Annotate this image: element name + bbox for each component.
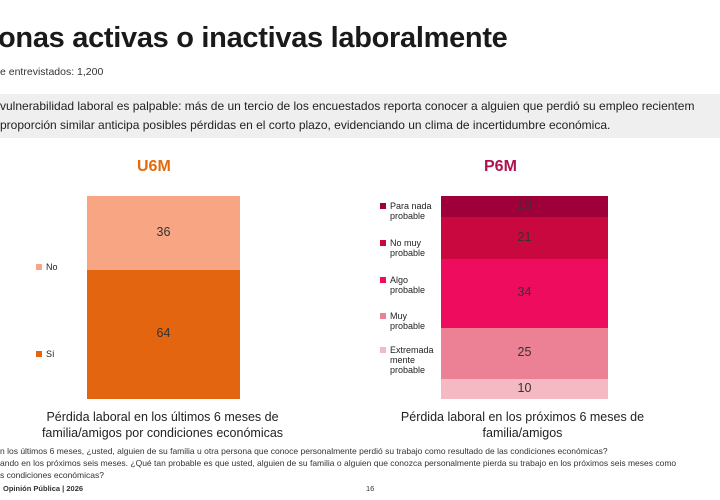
page-number: 16 bbox=[366, 484, 375, 493]
p6m-data-label-muy-probable: 25 bbox=[517, 345, 532, 360]
footnote-1: n los últimos 6 meses, ¿usted, alguien d… bbox=[0, 446, 608, 456]
p6m-data-label-algo-probable: 34 bbox=[517, 285, 532, 300]
footer-source: Opinión Pública | 2026 bbox=[3, 484, 84, 493]
sample-size-note: e entrevistados: 1,200 bbox=[0, 66, 104, 78]
chart-p6m-title: P6M bbox=[484, 158, 517, 175]
u6m-bar-si bbox=[87, 269, 240, 400]
legend-label: Algo probable bbox=[390, 275, 426, 295]
p6m-data-label-extremadamente-probable: 10 bbox=[517, 380, 532, 395]
p6m-bar-muy-probable bbox=[441, 327, 608, 380]
legend-swatch bbox=[380, 313, 386, 319]
p6m-bar-no-muy-probable bbox=[441, 216, 608, 260]
legend-swatch bbox=[380, 203, 386, 209]
page-title: onas activas o inactivas laboralmente bbox=[0, 22, 508, 54]
chart-p6m-caption-line-2: familia/amigos bbox=[482, 426, 563, 440]
legend-swatch bbox=[36, 351, 42, 357]
legend-swatch bbox=[380, 240, 386, 246]
p6m-bar-algo-probable bbox=[441, 258, 608, 329]
legend-label: Sí bbox=[46, 349, 55, 359]
legend-swatch bbox=[36, 264, 42, 270]
footnote-3: s condiciones económicas? bbox=[0, 470, 104, 480]
p6m-data-label-no-muy-probable: 21 bbox=[517, 229, 532, 244]
chart-u6m-caption: Pérdida laboral en los últimos 6 meses d… bbox=[20, 409, 305, 441]
legend-label: Para nada probable bbox=[390, 201, 432, 221]
p6m-bar-extremadamente-probable bbox=[441, 378, 608, 400]
u6m-bar-no bbox=[87, 196, 240, 270]
insight-line-1: vulnerabilidad laboral es palpable: más … bbox=[0, 99, 695, 113]
chart-p6m-caption: Pérdida laboral en los próximos 6 meses … bbox=[380, 409, 665, 441]
u6m-data-label-si: 64 bbox=[156, 326, 171, 341]
chart-p6m-caption-line-1: Pérdida laboral en los próximos 6 meses … bbox=[400, 410, 645, 424]
u6m-data-label-no: 36 bbox=[156, 224, 171, 239]
legend-label: No muy probable bbox=[390, 238, 426, 258]
legend-label: Extremada mente probable bbox=[390, 345, 434, 375]
p6m-bar-para-nada-probable bbox=[441, 196, 608, 217]
legend-swatch bbox=[380, 277, 386, 283]
p6m-data-label-para-nada-probable: 10 bbox=[517, 198, 532, 213]
legend-swatch bbox=[380, 347, 386, 353]
chart-u6m-title: U6M bbox=[137, 158, 171, 175]
legend-label: No bbox=[46, 262, 58, 272]
footnote-2: ando en los próximos seis meses. ¿Qué ta… bbox=[0, 458, 677, 468]
insight-box: vulnerabilidad laboral es palpable: más … bbox=[0, 94, 720, 138]
chart-u6m-caption-line-1: Pérdida laboral en los últimos 6 meses d… bbox=[46, 410, 279, 424]
legend-label: Muy probable bbox=[390, 311, 426, 331]
insight-line-2: proporción similar anticipa posibles pér… bbox=[0, 118, 611, 132]
chart-u6m-caption-line-2: familia/amigos por condiciones económica… bbox=[41, 426, 284, 440]
